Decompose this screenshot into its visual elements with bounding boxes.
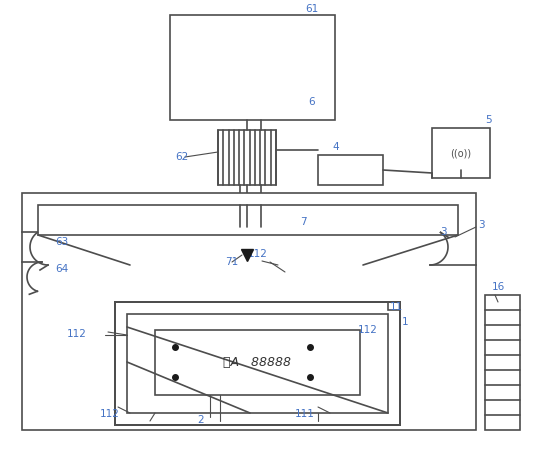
Text: 111: 111 <box>295 409 315 419</box>
Text: 11: 11 <box>390 302 403 312</box>
Text: 3: 3 <box>440 227 446 237</box>
Text: 112: 112 <box>67 329 87 339</box>
Text: 63: 63 <box>55 237 68 247</box>
Text: 112: 112 <box>248 249 268 259</box>
Text: ((ο)): ((ο)) <box>451 148 472 158</box>
Bar <box>170 15 335 120</box>
Bar <box>127 314 388 413</box>
Text: 16: 16 <box>492 282 505 292</box>
Text: 64: 64 <box>55 264 68 274</box>
Bar <box>388 302 400 310</box>
Text: 1: 1 <box>402 317 409 327</box>
Bar <box>432 128 490 178</box>
Bar <box>485 295 520 430</box>
Bar <box>155 330 360 395</box>
Bar <box>218 130 276 185</box>
Bar <box>22 193 476 430</box>
Text: 62: 62 <box>175 152 189 162</box>
Text: 61: 61 <box>305 4 318 14</box>
Text: 7: 7 <box>300 217 307 227</box>
Text: 5: 5 <box>485 115 492 125</box>
Text: 112: 112 <box>358 325 378 335</box>
Bar <box>115 302 400 425</box>
Text: 4: 4 <box>332 142 339 152</box>
Text: 71: 71 <box>225 257 238 267</box>
Text: 沪A   88888: 沪A 88888 <box>223 356 291 368</box>
Bar <box>38 205 458 235</box>
Text: 112: 112 <box>100 409 120 419</box>
Bar <box>318 155 383 185</box>
Text: 3: 3 <box>478 220 485 230</box>
Text: 2: 2 <box>197 415 203 425</box>
Text: 6: 6 <box>308 97 315 107</box>
